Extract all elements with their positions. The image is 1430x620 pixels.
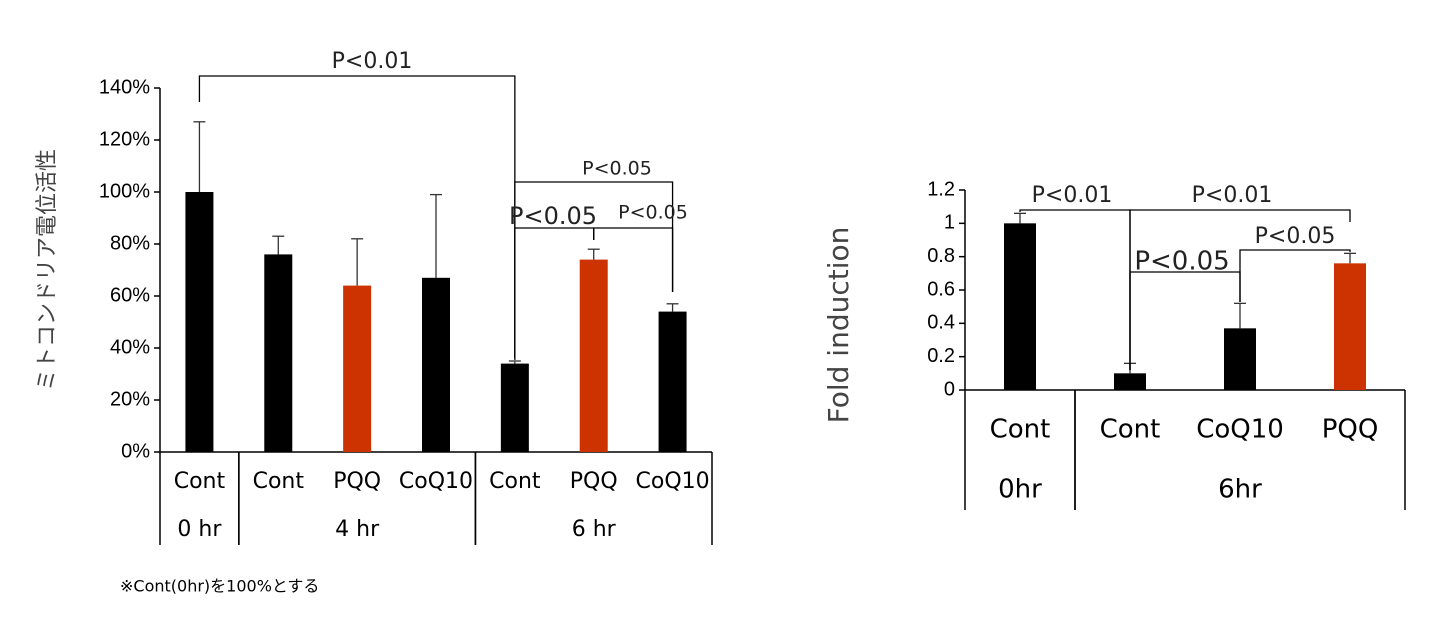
x-tick-label: Cont [489, 469, 541, 494]
y-tick-label: 40% [110, 336, 150, 358]
group-label: 0 hr [177, 517, 222, 542]
bar [264, 254, 293, 452]
bar [1114, 373, 1146, 390]
y-tick-label: 140% [99, 76, 150, 98]
bar [1224, 328, 1256, 390]
x-tick-label: CoQ10 [636, 469, 710, 494]
y-tick-label: 1 [944, 212, 955, 234]
group-label: 0hr [998, 475, 1042, 505]
y-tick-label: 0.2 [927, 345, 955, 367]
bar [1004, 223, 1036, 390]
significance-bracket [1129, 271, 1241, 370]
significance-bracket [1239, 249, 1351, 302]
bar [422, 277, 450, 452]
significance-label: P<0.05 [509, 202, 597, 230]
significance-label: P<0.05 [1255, 224, 1336, 249]
y-axis-label: ミトコンドリア電位活性 [35, 149, 60, 391]
y-tick-label: 0.4 [927, 312, 955, 334]
footnote: ※Cont(0hr)を100%とする [120, 577, 319, 596]
significance-label: P<0.05 [1134, 247, 1229, 277]
bar [500, 363, 529, 452]
y-tick-label: 20% [110, 388, 150, 410]
group-label: 6hr [1218, 475, 1262, 505]
significance-label: P<0.01 [332, 49, 413, 74]
significance-label: P<0.05 [582, 158, 652, 180]
bar [1334, 263, 1366, 390]
significance-label: P<0.01 [1192, 183, 1273, 208]
y-tick-label: 80% [110, 232, 150, 254]
y-tick-label: 0 [944, 378, 955, 400]
group-label: 6 hr [572, 517, 617, 542]
y-tick-label: 60% [110, 284, 150, 306]
y-tick-label: 120% [99, 128, 150, 150]
x-tick-label: Cont [253, 469, 305, 494]
x-tick-label: PQQ [570, 469, 618, 494]
y-tick-label: 1.2 [927, 178, 955, 200]
significance-label: P<0.05 [618, 202, 688, 224]
x-tick-label: CoQ10 [399, 469, 473, 494]
bar [185, 192, 214, 452]
x-tick-label: PQQ [1322, 415, 1379, 445]
y-tick-label: 0.8 [927, 245, 955, 267]
x-tick-label: Cont [990, 415, 1051, 445]
significance-bracket [593, 227, 674, 292]
significance-label: P<0.01 [1032, 183, 1113, 208]
group-label: 4 hr [335, 517, 380, 542]
x-tick-label: PQQ [333, 469, 381, 494]
x-tick-label: CoQ10 [1196, 415, 1284, 445]
bar [658, 311, 687, 452]
y-tick-label: 0% [121, 440, 150, 462]
y-axis-label: Fold induction [822, 227, 855, 424]
y-tick-label: 0.6 [927, 278, 955, 300]
x-tick-label: Cont [1100, 415, 1161, 445]
x-tick-label: Cont [174, 469, 226, 494]
significance-bracket [1019, 209, 1131, 370]
y-tick-label: 100% [99, 180, 150, 202]
bar [579, 259, 608, 452]
bar [343, 285, 372, 452]
